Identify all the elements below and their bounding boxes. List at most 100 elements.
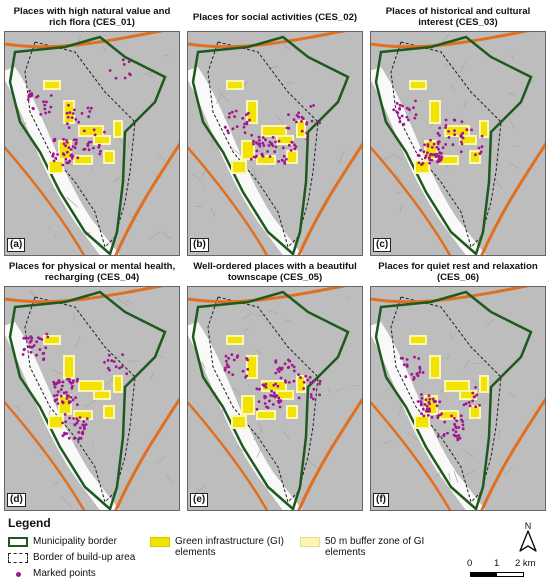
marked-point (277, 399, 280, 403)
marked-point (93, 133, 97, 137)
marked-point (306, 378, 310, 382)
marked-point (418, 365, 422, 369)
map-graphic (188, 287, 362, 510)
marked-point (72, 138, 76, 142)
marked-point (310, 119, 314, 123)
marked-point (263, 394, 266, 398)
marked-point (65, 391, 68, 394)
marked-point (226, 129, 230, 132)
marked-point (44, 111, 48, 115)
marked-point (398, 120, 402, 124)
marked-point (426, 151, 429, 155)
marked-point (227, 356, 230, 360)
map-panel-a: Places with high natural value and rich … (4, 3, 180, 258)
panel-label: (e) (190, 493, 209, 507)
marked-point (276, 384, 280, 388)
marked-point (293, 147, 297, 151)
marked-point (225, 359, 228, 363)
marked-point (398, 103, 402, 107)
legend-label: Marked points (33, 568, 96, 579)
marked-point (42, 357, 46, 361)
road-line (5, 32, 164, 49)
street-line (511, 54, 515, 62)
marked-point (72, 437, 76, 440)
marked-point (459, 133, 463, 137)
marked-point (26, 98, 30, 101)
marked-point (416, 400, 420, 403)
marked-point (455, 426, 458, 430)
marked-point (417, 357, 421, 360)
road-line (114, 397, 179, 510)
marked-point (30, 92, 34, 95)
marked-point (292, 365, 296, 369)
marked-point (435, 145, 439, 149)
legend-item-buffer: 50 m buffer zone of GI elements (300, 536, 440, 558)
street-line (399, 205, 402, 213)
marked-point (87, 115, 91, 119)
street-line (105, 376, 115, 387)
marked-point (250, 133, 254, 137)
street-line (392, 154, 403, 161)
marked-point (408, 108, 411, 112)
street-line (448, 473, 451, 482)
map-graphic (5, 287, 179, 510)
marked-point (55, 393, 59, 397)
marked-point (474, 405, 478, 409)
marked-point (402, 122, 406, 126)
marked-point (284, 380, 288, 384)
marked-point (85, 417, 89, 420)
street-line (52, 369, 63, 375)
road-line (188, 145, 269, 255)
marked-point (65, 432, 69, 435)
marked-point (295, 114, 299, 117)
marked-point (223, 368, 227, 372)
marked-point (106, 366, 110, 370)
legend-item-gi: Green infrastructure (GI) elements (150, 536, 300, 558)
marked-point (478, 152, 482, 156)
gi-element (431, 102, 439, 122)
marked-point (420, 396, 424, 400)
marked-point (98, 143, 101, 147)
street-line (255, 314, 267, 317)
marked-point (290, 363, 294, 367)
marked-point (318, 379, 322, 383)
marked-point (299, 376, 302, 379)
marked-point (459, 140, 463, 144)
road-line (297, 397, 362, 510)
marked-point (258, 142, 262, 146)
street-line (280, 145, 292, 151)
marked-point (73, 146, 77, 150)
map-frame: (d) (4, 286, 180, 511)
marked-point (425, 404, 429, 408)
marked-point (21, 353, 25, 356)
marked-point (71, 112, 75, 115)
marked-point (461, 427, 465, 431)
marked-point (67, 400, 71, 404)
marked-point (301, 117, 305, 120)
marked-point (65, 139, 68, 142)
marked-point (412, 378, 415, 381)
marked-point (474, 386, 477, 389)
street-line (283, 431, 290, 440)
marked-point (72, 379, 75, 383)
marked-point (262, 144, 266, 147)
street-line (215, 91, 224, 104)
marked-point (302, 387, 306, 390)
marked-point (78, 416, 82, 419)
gi-element (228, 82, 242, 88)
marked-point (283, 362, 287, 366)
marked-point (52, 159, 56, 163)
marked-point (304, 374, 308, 378)
marked-point (285, 126, 289, 130)
street-line (162, 54, 169, 57)
marked-point (421, 407, 425, 411)
marked-point (432, 142, 436, 146)
marked-point (424, 398, 428, 402)
marked-point (231, 127, 235, 131)
marked-point (398, 107, 401, 110)
street-line (259, 142, 269, 153)
street-line (60, 496, 73, 509)
gi-symbol (150, 537, 170, 547)
marked-point (230, 353, 234, 356)
marked-point (289, 149, 293, 152)
